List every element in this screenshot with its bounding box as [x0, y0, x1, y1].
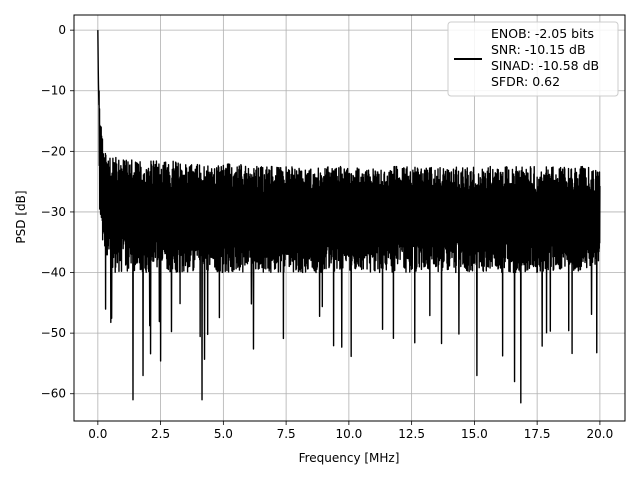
y-tick-label: −10: [41, 84, 66, 98]
legend: ENOB: -2.05 bits SNR: -10.15 dB SINAD: -…: [447, 21, 619, 97]
x-tick-label: 0.0: [88, 427, 107, 441]
legend-sinad: SINAD: -10.58 dB: [491, 58, 599, 73]
legend-box: [447, 21, 619, 97]
y-tick-label: −40: [41, 266, 66, 280]
y-tick-label: −20: [41, 144, 66, 158]
y-tick-label: −30: [41, 205, 66, 219]
plot-frame: [73, 14, 626, 422]
legend-enob: ENOB: -2.05 bits: [491, 26, 594, 41]
x-tick-label: 10.0: [336, 427, 363, 441]
psd-series: [97, 30, 601, 404]
x-tick-label: 7.5: [277, 427, 296, 441]
legend-snr: SNR: -10.15 dB: [491, 42, 586, 57]
x-tick-label: 5.0: [214, 427, 233, 441]
y-tick-label: 0: [58, 23, 66, 37]
y-axis-ticks: 0 −10 −20 −30 −40 −50 −60: [41, 23, 74, 401]
x-axis-label: Frequency [MHz]: [299, 451, 400, 465]
x-tick-label: 2.5: [151, 427, 170, 441]
x-axis-ticks: 0.0 2.5 5.0 7.5 10.0 12.5 15.0 17.5 20.0: [88, 421, 613, 441]
legend-sfdr: SFDR: 0.62: [491, 74, 560, 89]
x-tick-label: 15.0: [461, 427, 488, 441]
y-axis-label: PSD [dB]: [14, 190, 28, 243]
x-tick-label: 12.5: [398, 427, 425, 441]
y-tick-label: −60: [41, 387, 66, 401]
psd-line: [97, 30, 601, 404]
y-tick-label: −50: [41, 326, 66, 340]
x-tick-label: 20.0: [587, 427, 614, 441]
x-tick-label: 17.5: [524, 427, 551, 441]
